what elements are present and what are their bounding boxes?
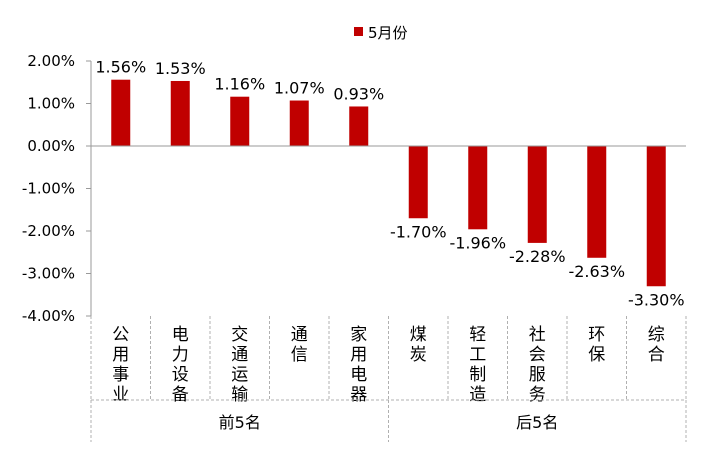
category-label-char: 电 — [350, 365, 367, 385]
group-label: 前5名 — [219, 413, 261, 432]
category-label-char: 业 — [112, 385, 129, 405]
data-label: 1.53% — [155, 59, 206, 78]
data-label: -1.70% — [390, 222, 447, 241]
data-label: -3.30% — [628, 290, 685, 309]
category-label-char: 备 — [172, 385, 189, 405]
bar — [468, 146, 488, 230]
y-axis: 2.00% 1.00% 0.00% -1.00% -2.00% -3.00% -4.00% — [22, 52, 92, 325]
category-label-char: 用 — [112, 345, 129, 365]
data-label: -1.96% — [449, 233, 506, 252]
y-tick-label: -2.00% — [22, 222, 75, 240]
data-label: -2.28% — [509, 247, 566, 266]
data-labels: 1.56% 1.53%1.16% 1.07% 0.93%-1.70%-1.96%-2.… — [95, 58, 684, 310]
category-label-char: 用 — [350, 345, 367, 365]
data-label: 0.93% — [333, 84, 384, 103]
category-label-char: 煤 — [410, 325, 427, 345]
data-label: -2.63% — [568, 262, 625, 281]
y-tick-label: 0.00% — [27, 137, 75, 155]
bar — [349, 106, 369, 146]
bars — [111, 79, 666, 287]
data-label: 1.56% — [95, 58, 146, 77]
y-tick-label: -4.00% — [22, 307, 75, 325]
category-label-char: 运 — [231, 365, 248, 385]
category-label-char: 器 — [350, 385, 367, 405]
category-label-char: 公 — [112, 325, 129, 345]
legend-swatch — [354, 27, 363, 36]
bar — [527, 146, 547, 243]
category-label-char: 服 — [529, 365, 546, 385]
y-tick-label: -1.00% — [22, 180, 75, 198]
data-label: 1.07% — [274, 79, 325, 98]
category-label-char: 环 — [588, 325, 605, 345]
group-label: 后5名 — [516, 413, 558, 432]
category-label-char: 家 — [350, 325, 367, 345]
bar — [230, 96, 250, 146]
y-tick-label: 2.00% — [27, 52, 75, 70]
category-label-char: 保 — [588, 345, 605, 365]
category-label-char: 制 — [469, 365, 486, 385]
category-label-char: 综 — [648, 325, 665, 345]
bar — [587, 146, 607, 258]
bar — [289, 100, 309, 146]
category-label-char: 力 — [172, 345, 189, 365]
category-label-char: 合 — [648, 345, 665, 365]
legend: 5月份 — [354, 24, 408, 42]
category-label-char: 社 — [529, 325, 546, 345]
category-label-char: 交 — [231, 325, 248, 345]
category-label-char: 工 — [469, 345, 486, 365]
category-label-char: 事 — [112, 365, 129, 385]
bar — [646, 146, 666, 287]
category-label-char: 造 — [469, 385, 486, 405]
category-label-char: 轻 — [469, 325, 486, 345]
bar — [111, 79, 131, 146]
y-tick-label: 1.00% — [27, 95, 75, 113]
data-label: 1.16% — [214, 75, 265, 94]
category-label-char: 电 — [172, 325, 189, 345]
bar — [408, 146, 428, 219]
category-label-char: 务 — [529, 385, 546, 405]
category-label-char: 炭 — [410, 345, 427, 365]
category-label-char: 会 — [529, 345, 546, 365]
bar — [170, 80, 190, 146]
legend-label: 5月份 — [368, 24, 408, 42]
y-tick-label: -3.00% — [22, 265, 75, 283]
category-label-char: 信 — [291, 345, 308, 365]
category-label-char: 通 — [231, 345, 248, 365]
category-label-char: 通 — [291, 325, 308, 345]
category-label-char: 输 — [231, 385, 248, 405]
category-label-char: 设 — [172, 365, 189, 385]
